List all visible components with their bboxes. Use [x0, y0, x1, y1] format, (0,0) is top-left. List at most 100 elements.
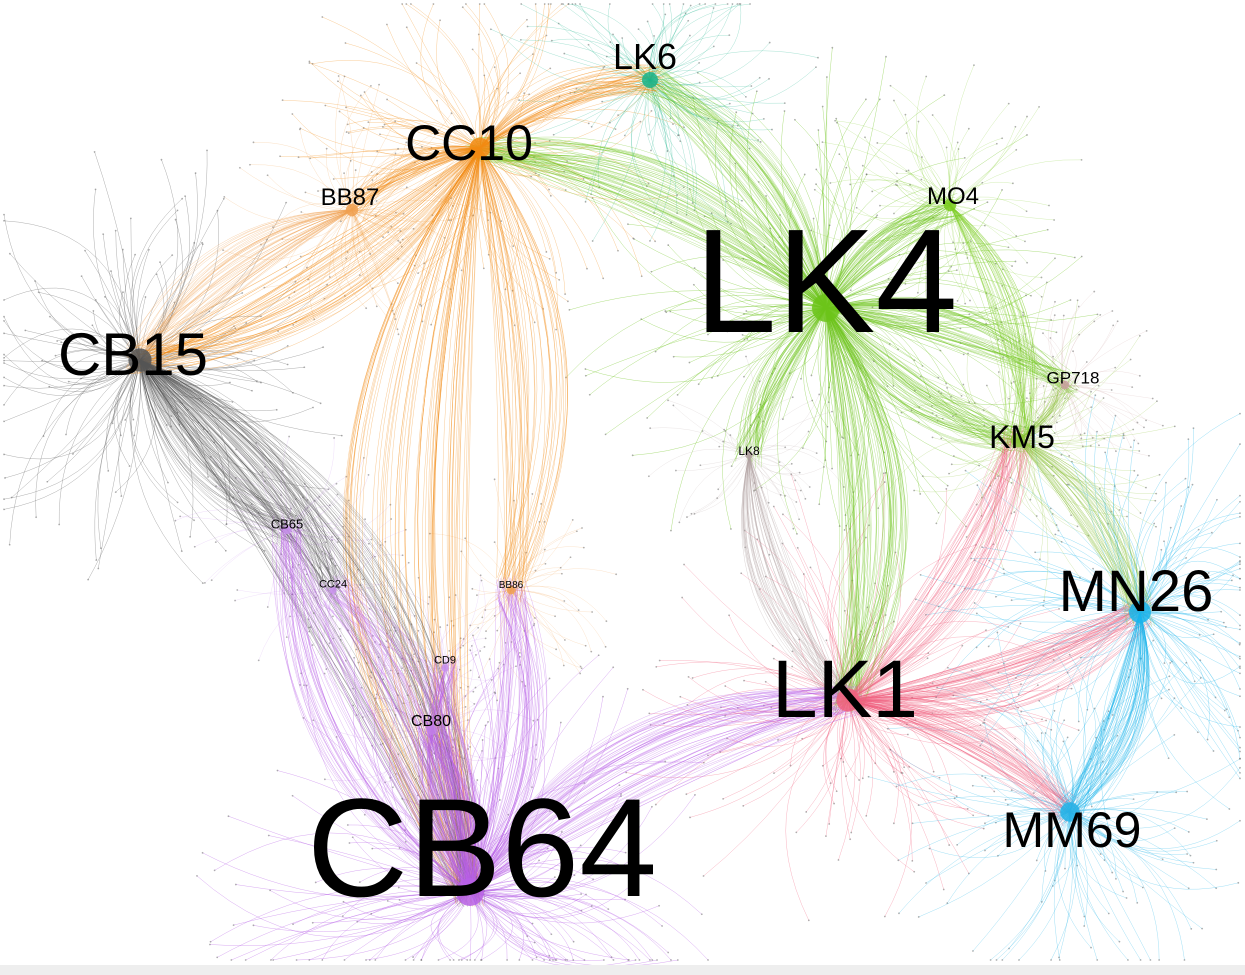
strand	[379, 134, 481, 149]
leaf-node	[579, 3, 581, 5]
leaf-node	[845, 166, 848, 169]
leaf-node	[1052, 648, 1055, 651]
leaf-node	[549, 3, 552, 5]
leaf-node	[479, 574, 482, 577]
strand	[1139, 495, 1241, 613]
leaf-node	[931, 412, 934, 415]
strand	[469, 635, 495, 893]
leaf-node	[559, 566, 562, 569]
leaf-node	[266, 174, 269, 177]
strand	[3, 359, 141, 396]
leaf-node	[1206, 818, 1208, 821]
strand	[469, 891, 592, 918]
leaf-node	[865, 173, 868, 176]
strand	[1099, 488, 1141, 613]
leaf-node	[496, 87, 499, 90]
leaf-node	[155, 273, 158, 276]
leaf-node	[901, 772, 904, 774]
leaf-node	[903, 766, 906, 769]
leaf-node	[534, 3, 537, 5]
leaf-node	[485, 630, 487, 633]
leaf-node	[1116, 734, 1119, 737]
leaf-node	[1057, 529, 1060, 532]
leaf-node	[93, 151, 96, 153]
leaf-node	[897, 306, 899, 309]
strand	[758, 181, 827, 309]
leaf-node	[559, 721, 562, 724]
leaf-node	[358, 251, 361, 253]
leaf-node	[1105, 773, 1108, 775]
strand	[806, 699, 849, 813]
strand	[947, 811, 1071, 904]
leaf-node	[1026, 261, 1029, 264]
strand	[421, 147, 484, 307]
leaf-node	[1072, 350, 1074, 353]
leaf-node	[586, 267, 588, 270]
strand	[479, 147, 642, 277]
strand	[268, 835, 471, 893]
strand	[469, 719, 545, 893]
leaf-node	[487, 253, 490, 256]
leaf-node	[581, 527, 583, 529]
strand	[339, 111, 481, 151]
leaf-node	[781, 513, 784, 516]
leaf-node	[504, 288, 507, 291]
strand	[890, 749, 1071, 813]
leaf-node	[518, 959, 521, 961]
leaf-node	[791, 665, 794, 668]
leaf-node	[591, 240, 594, 242]
leaf-node	[697, 383, 700, 386]
leaf-node	[736, 3, 739, 5]
leaf-node	[1126, 515, 1128, 518]
leaf-node	[1239, 494, 1241, 497]
leaf-node	[343, 959, 346, 961]
strand	[309, 891, 471, 961]
strand	[825, 307, 845, 439]
strand	[455, 721, 495, 893]
strand	[964, 588, 1141, 613]
strand	[410, 3, 482, 149]
strand	[479, 147, 550, 260]
strand	[479, 3, 562, 149]
strand	[340, 147, 481, 222]
leaf-node	[1107, 717, 1110, 720]
leaf-node	[1020, 710, 1023, 713]
leaf-node	[691, 202, 694, 204]
strand	[1069, 689, 1170, 813]
leaf-node	[513, 324, 516, 327]
leaf-node	[831, 410, 833, 413]
strand	[825, 307, 920, 408]
leaf-node	[602, 66, 605, 69]
leaf-node	[305, 684, 308, 687]
leaf-node	[534, 161, 537, 163]
strand	[374, 630, 471, 893]
leaf-node	[817, 129, 820, 131]
strand	[1053, 649, 1086, 813]
strand	[479, 79, 659, 151]
leaf-node	[1093, 290, 1096, 293]
leaf-node	[1137, 442, 1140, 445]
leaf-node	[910, 714, 913, 717]
leaf-node	[886, 385, 889, 388]
leaf-node	[614, 128, 617, 131]
leaf-node	[119, 434, 122, 437]
leaf-node	[918, 406, 921, 409]
leaf-node	[567, 3, 570, 5]
strand	[478, 19, 528, 149]
strand	[469, 891, 630, 961]
leaf-node	[1113, 485, 1116, 487]
leaf-node	[448, 219, 450, 222]
leaf-node	[935, 696, 938, 699]
strand	[663, 688, 849, 724]
leaf-node	[160, 158, 163, 161]
leaf-node	[8, 543, 11, 546]
strand	[925, 604, 1141, 616]
leaf-node	[795, 501, 798, 503]
leaf-node	[636, 879, 639, 881]
leaf-node	[956, 843, 959, 846]
strand	[1139, 611, 1241, 669]
leaf-node	[483, 646, 486, 648]
leaf-node	[542, 307, 545, 310]
strand	[372, 147, 481, 289]
leaf-node	[831, 46, 834, 49]
